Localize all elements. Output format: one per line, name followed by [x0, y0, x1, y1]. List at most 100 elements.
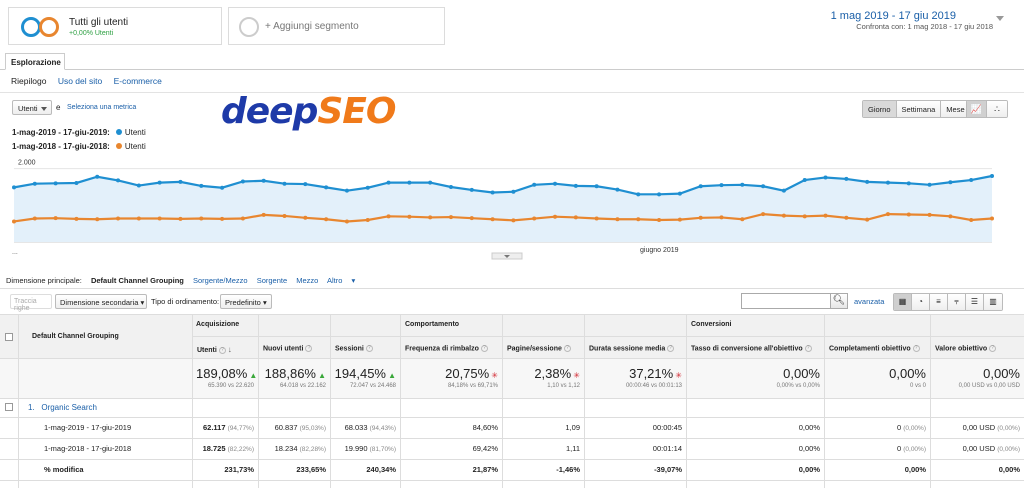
data-point[interactable] — [823, 175, 828, 180]
data-point[interactable] — [53, 181, 58, 186]
data-point[interactable] — [636, 192, 641, 197]
data-point[interactable] — [386, 180, 391, 185]
data-point[interactable] — [12, 219, 16, 224]
data-point[interactable] — [636, 217, 641, 222]
data-point[interactable] — [469, 187, 474, 192]
column-header[interactable]: Completamenti obiettivo? — [829, 345, 920, 352]
data-point[interactable] — [407, 180, 412, 185]
data-point[interactable] — [885, 180, 890, 185]
data-point[interactable] — [303, 215, 308, 220]
data-point[interactable] — [157, 180, 162, 185]
subtab-riepilogo[interactable]: Riepilogo — [11, 76, 47, 86]
data-point[interactable] — [594, 216, 599, 221]
data-point[interactable] — [698, 184, 703, 189]
data-point[interactable] — [407, 214, 412, 219]
data-point[interactable] — [615, 217, 620, 222]
data-point[interactable] — [553, 181, 558, 186]
tab-esplorazione[interactable]: Esplorazione — [5, 53, 65, 70]
data-point[interactable] — [261, 178, 266, 183]
data-point[interactable] — [969, 178, 974, 183]
data-point[interactable] — [761, 212, 766, 217]
data-point[interactable] — [282, 213, 287, 218]
data-point[interactable] — [428, 180, 433, 185]
data-point[interactable] — [677, 191, 682, 196]
subtab-uso-del-sito[interactable]: Uso del sito — [57, 76, 103, 86]
data-point[interactable] — [428, 215, 433, 220]
data-point[interactable] — [948, 214, 953, 219]
data-point[interactable] — [948, 180, 953, 185]
period-day-button[interactable]: Giorno — [863, 101, 897, 117]
select-metric-link[interactable]: Seleziona una metrica — [67, 104, 137, 111]
data-point[interactable] — [761, 184, 766, 189]
data-point[interactable] — [12, 185, 16, 190]
sort-type-select[interactable]: Predefinito ▾ — [220, 294, 272, 309]
data-point[interactable] — [865, 179, 870, 184]
column-header[interactable]: Sessioni? — [335, 345, 373, 352]
data-point[interactable] — [365, 185, 370, 190]
date-range[interactable]: 1 mag 2019 - 17 giu 2019 — [830, 10, 956, 22]
data-point[interactable] — [532, 182, 537, 187]
data-point[interactable] — [490, 217, 495, 222]
data-point[interactable] — [220, 185, 225, 190]
data-point[interactable] — [74, 216, 79, 221]
data-point[interactable] — [178, 216, 183, 221]
data-point[interactable] — [116, 178, 121, 183]
users-line-chart[interactable]: 2.0001.000...giugno 2019 — [0, 150, 1024, 260]
period-month-button[interactable]: Mese — [941, 101, 970, 117]
dimension-sorgente[interactable]: Sorgente — [256, 276, 288, 285]
data-point[interactable] — [553, 214, 558, 219]
column-header[interactable]: Tasso di conversione all'obiettivo? — [691, 345, 812, 352]
column-header[interactable]: Nuovi utenti? — [263, 345, 313, 352]
data-point[interactable] — [990, 216, 994, 221]
segment-all-users[interactable]: Tutti gli utenti +0,00% Utenti — [8, 7, 222, 45]
column-header[interactable]: Valore obiettivo? — [935, 345, 997, 352]
column-header[interactable]: Pagine/sessione? — [507, 345, 571, 352]
data-point[interactable] — [220, 216, 225, 221]
data-point[interactable] — [240, 179, 245, 184]
data-point[interactable] — [199, 183, 204, 188]
dimension-sorgente-mezzo[interactable]: Sorgente/Mezzo — [192, 276, 248, 285]
data-point[interactable] — [906, 181, 911, 186]
data-point[interactable] — [74, 180, 79, 185]
data-point[interactable] — [178, 179, 183, 184]
data-point[interactable] — [844, 176, 849, 181]
data-point[interactable] — [324, 217, 329, 222]
data-point[interactable] — [802, 178, 807, 183]
data-point[interactable] — [573, 215, 578, 220]
data-point[interactable] — [573, 183, 578, 188]
data-point[interactable] — [199, 216, 204, 221]
add-segment-button[interactable]: + Aggiungi segmento — [228, 7, 445, 45]
data-point[interactable] — [885, 212, 890, 217]
data-point[interactable] — [95, 217, 100, 222]
data-point[interactable] — [927, 212, 932, 217]
data-table-icon[interactable]: ▦ — [894, 294, 912, 310]
data-point[interactable] — [511, 218, 516, 223]
data-point[interactable] — [448, 185, 453, 189]
pie-chart-icon[interactable]: ◔ — [912, 294, 930, 310]
data-point[interactable] — [32, 216, 37, 221]
data-point[interactable] — [469, 216, 474, 221]
term-cloud-icon[interactable]: ☰ — [966, 294, 984, 310]
data-point[interactable] — [324, 185, 329, 190]
data-point[interactable] — [844, 215, 849, 220]
row-checkbox[interactable] — [5, 403, 13, 411]
dimension-column-header[interactable]: Default Channel Grouping — [32, 333, 119, 340]
data-point[interactable] — [657, 218, 662, 222]
period-week-button[interactable]: Settimana — [896, 101, 942, 117]
data-point[interactable] — [344, 188, 349, 193]
data-point[interactable] — [906, 212, 911, 217]
secondary-dimension-select[interactable]: Dimensione secondaria ▾ — [55, 294, 147, 309]
data-point[interactable] — [823, 213, 828, 218]
line-chart-icon[interactable]: 📈 — [967, 101, 987, 117]
column-header[interactable]: Durata sessione media? — [589, 345, 675, 352]
data-point[interactable] — [116, 216, 121, 221]
data-point[interactable] — [781, 188, 786, 193]
data-point[interactable] — [740, 217, 745, 222]
dimension-mezzo[interactable]: Mezzo — [296, 276, 319, 285]
data-point[interactable] — [802, 214, 807, 219]
motion-chart-icon[interactable]: ∴ — [987, 101, 1007, 117]
data-point[interactable] — [157, 216, 162, 221]
data-point[interactable] — [990, 174, 994, 178]
advanced-filter-link[interactable]: avanzata — [854, 297, 885, 306]
plot-rows-button[interactable]: Traccia righe — [10, 294, 52, 312]
